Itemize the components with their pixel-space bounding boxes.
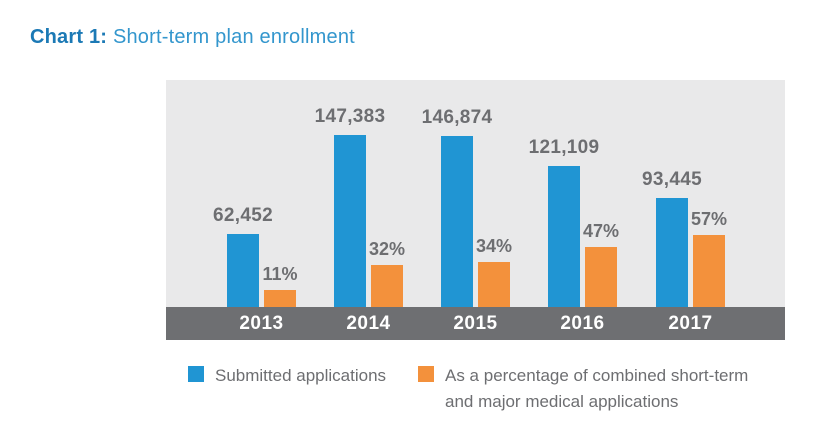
chart-title-text: Short-term plan enrollment bbox=[112, 26, 355, 48]
bar-submitted-2014 bbox=[334, 135, 366, 307]
legend-label-submitted-applications: Submitted applications bbox=[215, 366, 387, 385]
bar-submitted-2015 bbox=[441, 136, 473, 307]
value-label-2015: 146,874 bbox=[421, 107, 493, 128]
pct-label-2014: 32% bbox=[368, 239, 406, 259]
bar-submitted-2017 bbox=[656, 198, 688, 307]
value-label-2017: 93,445 bbox=[642, 169, 702, 190]
year-label-2014: 2014 bbox=[346, 313, 391, 334]
bar-percentage-2015 bbox=[478, 262, 510, 307]
pct-label-2015: 34% bbox=[475, 236, 513, 256]
year-label-2016: 2016 bbox=[560, 313, 605, 334]
bar-percentage-2016 bbox=[585, 247, 617, 307]
pct-label-2013: 11% bbox=[262, 264, 298, 284]
year-label-2013: 2013 bbox=[239, 313, 284, 334]
bar-group-2016: 121,109 47% bbox=[529, 80, 620, 307]
value-label-2016: 121,109 bbox=[528, 137, 600, 158]
bar-group-2013: 62,452 11% bbox=[213, 80, 298, 307]
bar-submitted-2013 bbox=[227, 234, 259, 307]
bar-percentage-2013 bbox=[264, 290, 296, 307]
legend-item-submitted-applications: Submitted applications bbox=[188, 363, 386, 389]
bar-group-2015: 146,874 34% bbox=[422, 80, 513, 307]
bar-chart: 62,452 11% 147,383 32% 146,874 34% 121,109 47% 9… bbox=[166, 80, 785, 340]
chart-title-prefix: Chart 1: bbox=[30, 26, 108, 48]
legend-item-percentage: As a percentage of combined short-term a… bbox=[418, 363, 748, 415]
value-label-2014: 147,383 bbox=[314, 106, 386, 127]
pct-label-2016: 47% bbox=[582, 221, 620, 241]
bar-group-2017: 93,445 57% bbox=[642, 80, 728, 307]
value-label-2013: 62,452 bbox=[213, 205, 273, 226]
year-label-2017: 2017 bbox=[668, 313, 713, 334]
pct-label-2017: 57% bbox=[690, 209, 728, 229]
plot-area: 62,452 11% 147,383 32% 146,874 34% 121,109 47% 9… bbox=[166, 80, 785, 307]
bar-group-2014: 147,383 32% bbox=[315, 80, 406, 307]
chart-title: Chart 1: Short-term plan enrollment bbox=[30, 26, 355, 49]
legend-label-percentage: As a percentage of combined short-term a… bbox=[445, 366, 749, 411]
bar-percentage-2014 bbox=[371, 265, 403, 307]
bar-submitted-2016 bbox=[548, 166, 580, 307]
legend-swatch-orange bbox=[418, 366, 434, 382]
bar-percentage-2017 bbox=[693, 235, 725, 307]
chart-legend: Submitted applications As a percentage o… bbox=[0, 363, 832, 419]
legend-swatch-blue bbox=[188, 366, 204, 382]
year-label-2015: 2015 bbox=[453, 313, 498, 334]
x-axis-band: 2013 2014 2015 2016 2017 bbox=[166, 307, 785, 340]
